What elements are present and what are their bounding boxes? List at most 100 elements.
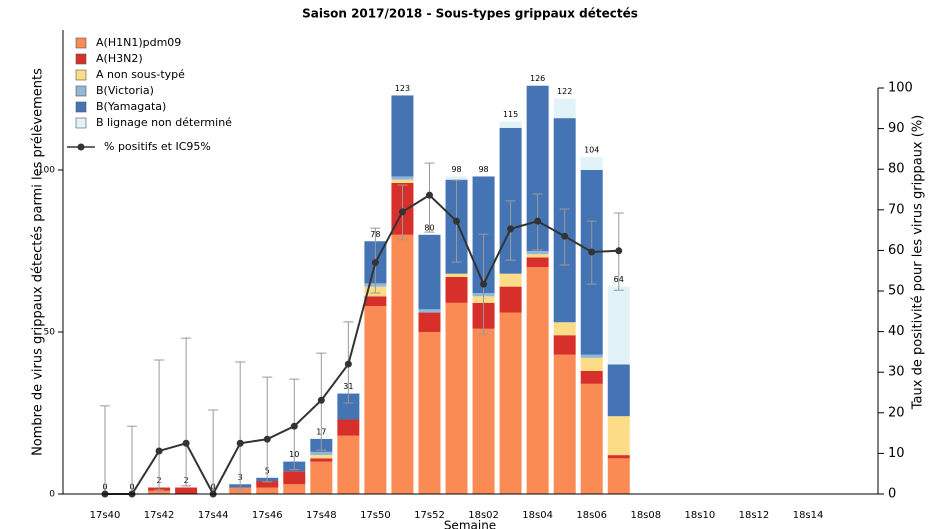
bar-segment <box>418 309 441 313</box>
bar-segment <box>364 296 387 307</box>
total-label: 115 <box>503 110 518 119</box>
y2-tick-label: 30 <box>888 365 905 380</box>
line-point <box>344 360 352 368</box>
line-point <box>588 248 596 256</box>
legend-label: B lignage non déterminé <box>96 116 232 129</box>
x-tick-label: 17s42 <box>144 510 175 521</box>
error-bar <box>154 359 165 491</box>
line-point <box>371 259 379 267</box>
bar-segment <box>391 176 414 180</box>
bar-segment <box>607 416 630 456</box>
bar-segment <box>607 455 630 459</box>
bar-segment <box>607 286 630 365</box>
y2-tick-label: 70 <box>888 202 905 217</box>
x-tick-label: 17s46 <box>252 510 283 521</box>
y-tick-label: 100 <box>38 165 55 175</box>
line-point <box>182 439 190 447</box>
bar-segment <box>391 179 414 183</box>
bar-segment <box>445 276 468 303</box>
y2-axis-title: Taux de positivité pour les virus grippa… <box>911 115 926 411</box>
bar-segment <box>310 458 333 462</box>
y2-tick-label: 90 <box>888 121 905 136</box>
bar-segment <box>526 250 549 255</box>
legend-marker <box>77 143 85 151</box>
bar-segment <box>445 176 468 180</box>
total-label: 123 <box>395 84 410 93</box>
x-tick-label: 17s48 <box>306 510 337 521</box>
legend-swatch <box>75 85 87 97</box>
y2-tick-label: 80 <box>888 162 905 177</box>
y-axis-title: Nombre de virus grippaux détectés parmi … <box>31 68 46 456</box>
bar-segment <box>256 481 279 488</box>
bar-segment <box>607 458 630 494</box>
x-tick-label: 17s50 <box>360 510 391 521</box>
legend-swatch <box>75 53 87 65</box>
legend-label: A(H1N1)pdm09 <box>96 36 181 49</box>
total-label: 98 <box>451 165 461 174</box>
y2-tick-label: 0 <box>888 487 896 502</box>
line-point <box>398 208 406 216</box>
x-tick-label: 18s04 <box>522 510 553 521</box>
error-bar <box>181 337 192 487</box>
line-point <box>561 232 569 240</box>
y2-tick-label: 20 <box>888 405 905 420</box>
bar-segment <box>499 312 522 494</box>
x-tick-label: 18s06 <box>576 510 607 521</box>
bar-segment <box>499 273 522 287</box>
bar-segment <box>526 257 549 268</box>
bar-segment <box>553 98 576 119</box>
bar-segment <box>607 364 630 417</box>
y2-tick-label: 60 <box>888 243 905 258</box>
bar-segment <box>526 267 549 494</box>
bar-segment <box>418 331 441 494</box>
error-bar <box>100 405 110 495</box>
bar-segment <box>472 328 495 494</box>
chart-title: Saison 2017/2018 - Sous-types grippaux d… <box>302 7 638 21</box>
legend-label: % positifs et IC95% <box>104 140 211 153</box>
bar-segment <box>580 354 603 358</box>
bar-segment <box>445 273 468 277</box>
legend-swatch <box>75 117 87 129</box>
bar-segment <box>580 383 603 494</box>
y-tick-label: 50 <box>44 327 56 337</box>
total-label: 122 <box>557 87 572 96</box>
bar-segment <box>526 254 549 258</box>
y2-tick-label: 10 <box>888 446 905 461</box>
total-label: 98 <box>478 165 488 174</box>
line-point <box>317 396 325 404</box>
x-tick-label: 18s02 <box>468 510 499 521</box>
bar-segment <box>391 95 414 177</box>
line-point <box>453 217 461 225</box>
legend-label: B(Yamagata) <box>96 100 166 113</box>
bar-segment <box>229 487 252 494</box>
total-label: 126 <box>530 74 545 83</box>
x-tick-label: 18s12 <box>739 510 770 521</box>
bar-segment <box>553 335 576 355</box>
x-tick-label: 18s10 <box>685 510 716 521</box>
bar-segment <box>337 435 360 494</box>
line-point <box>425 191 433 199</box>
line-point <box>480 280 488 288</box>
bar-segment <box>310 455 333 459</box>
line-point <box>615 247 623 255</box>
legend-swatch <box>75 101 87 113</box>
bar-segment <box>553 322 576 336</box>
bar-segment <box>256 487 279 494</box>
bar-segment <box>310 461 333 494</box>
y2-tick-label: 50 <box>888 284 905 299</box>
legend-label: A non sous-typé <box>96 68 185 81</box>
bar-segment <box>580 370 603 384</box>
legend-swatch <box>75 69 87 81</box>
bar-segment <box>283 484 306 494</box>
total-label: 104 <box>584 146 599 155</box>
y2-tick-label: 40 <box>888 324 905 339</box>
x-tick-label: 17s44 <box>198 510 229 521</box>
line-point <box>534 217 542 225</box>
y-tick-label: 0 <box>49 490 55 500</box>
bar-segment <box>337 419 360 436</box>
x-tick-label: 18s08 <box>630 510 661 521</box>
bar-segment <box>364 306 387 494</box>
y2-tick-label: 100 <box>888 81 913 96</box>
